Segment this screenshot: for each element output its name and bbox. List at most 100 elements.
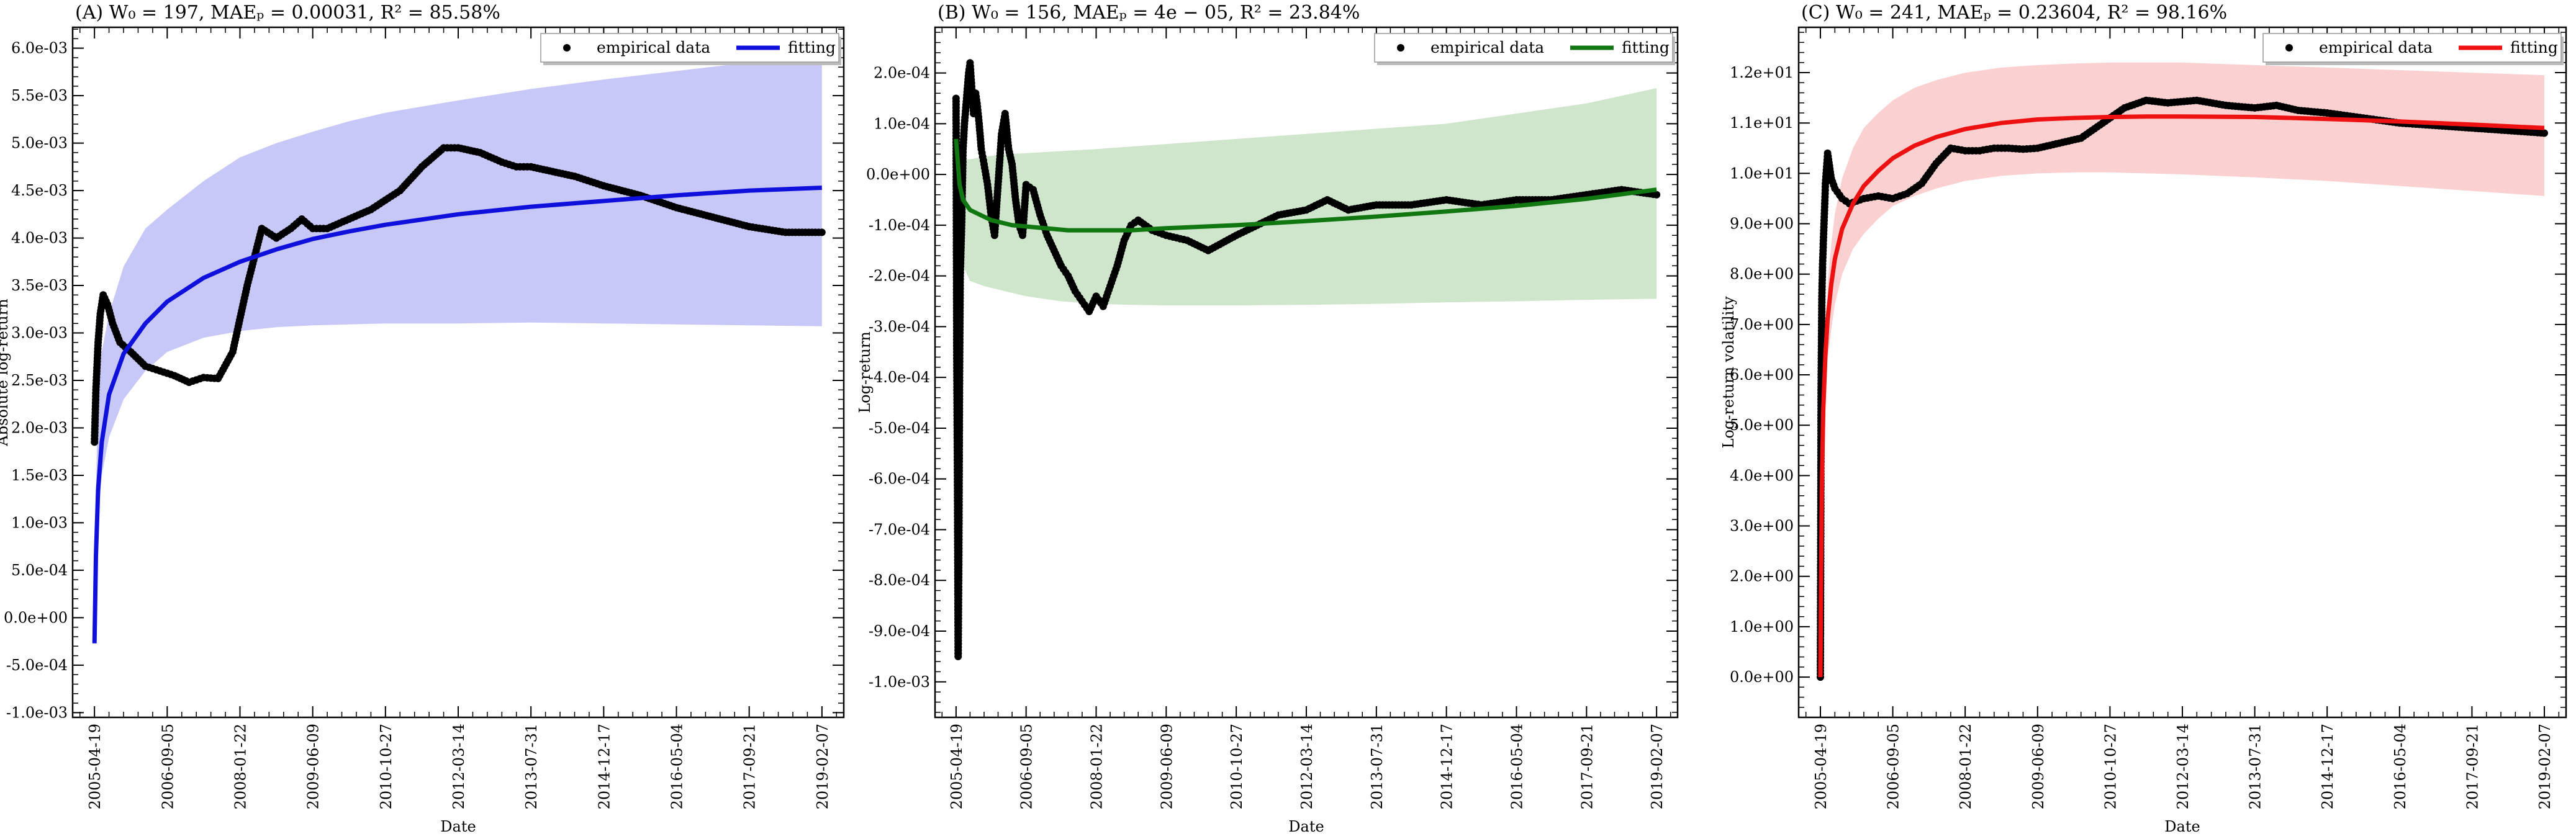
legend-label-empirical: empirical data [1430, 38, 1544, 56]
y-tick-label: 4.5e-03 [11, 182, 68, 199]
y-tick-label: 5.5e-03 [11, 87, 68, 104]
panel-a: -1.0e-03 -5.0e-04 0.0e+00 5.0e-04 1.0e-03 1.5… [0, 2, 845, 835]
y-tick-label: 0.0e+00 [866, 166, 930, 183]
y-tick-label: 6.0e-03 [11, 40, 68, 57]
y-tick-label: 0.0e+00 [1730, 668, 1794, 686]
y-tick-label: 1.5e-03 [11, 467, 68, 484]
x-tick-label: 2012-03-14 [2174, 724, 2192, 809]
legend-box [540, 33, 839, 63]
x-tick-label: 2005-04-19 [948, 724, 965, 809]
y-axis-label: Absolute log-return [0, 298, 11, 446]
legend-label-fitting: fitting [2510, 38, 2558, 56]
x-tick-label: 2008-01-22 [1088, 724, 1106, 809]
legend-label-fitting: fitting [1622, 38, 1670, 56]
y-tick-label: 1.0e-03 [11, 514, 68, 531]
x-tick-label: 2013-07-31 [523, 724, 540, 809]
legend: empirical data fitting [2262, 33, 2562, 63]
empirical-point [818, 228, 826, 236]
x-tick-label: 2010-10-27 [377, 724, 395, 809]
panel-b: -1.0e-03 -9.0e-04 -8.0e-04 -7.0e-04 -6.0e-04… [856, 2, 1679, 835]
y-tick-label: 2.0e-04 [874, 65, 930, 82]
y-tick-label: 2.5e-03 [11, 372, 68, 389]
legend-marker-empirical [563, 44, 571, 52]
x-tick-label: 2009-06-09 [1158, 724, 1175, 809]
y-tick-label: 0.0e+00 [4, 609, 68, 626]
y-tick-label: 1.2e+01 [1730, 64, 1794, 81]
y-tick-label: -7.0e-04 [869, 521, 930, 538]
legend-label-empirical: empirical data [2319, 38, 2433, 56]
x-tick-label: 2006-09-05 [1018, 724, 1036, 809]
y-tick-label: -1.0e-03 [6, 704, 68, 721]
x-tick-label: 2017-09-21 [741, 724, 759, 809]
y-tick-label: -5.0e-04 [869, 420, 930, 437]
y-tick-label: -6.0e-04 [869, 470, 930, 488]
legend-marker-empirical [1397, 44, 1404, 52]
x-tick-label: 2019-02-07 [1648, 724, 1666, 809]
x-tick-label: 2019-02-07 [814, 724, 831, 809]
y-tick-label: 7.0e+00 [1730, 316, 1794, 333]
x-tick-label: 2014-12-17 [595, 724, 613, 809]
legend-box [2262, 33, 2562, 63]
y-tick-label: 1.0e-04 [874, 115, 930, 132]
x-tick-label: 2019-02-07 [2536, 724, 2554, 809]
x-tick-label: 2017-09-21 [1578, 724, 1596, 809]
y-tick-label: 9.0e+00 [1730, 215, 1794, 233]
x-tick-label: 2006-09-05 [159, 724, 176, 809]
y-tick-label: -8.0e-04 [869, 572, 930, 589]
x-tick-label: 2014-12-17 [1439, 724, 1456, 809]
x-tick-label: 2008-01-22 [1957, 724, 1974, 809]
legend-label-fitting: fitting [788, 38, 836, 56]
y-tick-label: 8.0e+00 [1730, 266, 1794, 283]
y-tick-label: 3.5e-03 [11, 277, 68, 294]
legend-marker-empirical [2285, 44, 2293, 52]
empirical-point [2541, 129, 2548, 137]
legend: empirical data fitting [1374, 33, 1673, 63]
x-tick-label: 2013-07-31 [2247, 724, 2264, 809]
x-tick-label: 2010-10-27 [1228, 724, 1245, 809]
y-tick-label: 4.0e+00 [1730, 467, 1794, 484]
confidence-band [1827, 62, 2544, 360]
confidence-band [956, 88, 1657, 306]
x-tick-label: 2017-09-21 [2464, 724, 2481, 809]
y-tick-label: 1.0e+01 [1730, 164, 1794, 182]
x-tick-label: 2016-05-04 [1509, 724, 1526, 809]
y-tick-label: -9.0e-04 [869, 622, 930, 640]
x-axis-label: Date [2164, 818, 2200, 835]
x-tick-label: 2012-03-14 [1298, 724, 1316, 809]
y-tick-label: 3.0e+00 [1730, 518, 1794, 535]
x-tick-label: 2014-12-17 [2319, 724, 2336, 809]
y-tick-label: 5.0e-04 [11, 562, 68, 579]
y-tick-label: 5.0e-03 [11, 135, 68, 152]
y-tick-label: 5.0e+00 [1730, 416, 1794, 434]
x-tick-label: 2009-06-09 [305, 724, 322, 809]
x-tick-label: 2006-09-05 [1885, 724, 1902, 809]
x-axis-label: Date [1288, 818, 1324, 835]
x-tick-label: 2005-04-19 [1812, 724, 1830, 809]
y-tick-label: -3.0e-04 [869, 318, 930, 335]
empirical-point [1653, 191, 1661, 199]
x-tick-label: 2005-04-19 [86, 724, 104, 809]
y-tick-label: 1.1e+01 [1730, 114, 1794, 132]
legend: empirical data fitting [540, 33, 839, 63]
x-axis-label: Date [440, 818, 476, 835]
y-tick-label: 6.0e+00 [1730, 366, 1794, 384]
y-tick-label: -5.0e-04 [6, 657, 68, 674]
confidence-band [94, 55, 822, 644]
y-axis-label: Log-return [856, 331, 874, 413]
legend-label-empirical: empirical data [597, 38, 710, 56]
x-tick-label: 2010-10-27 [2102, 724, 2119, 809]
panel-c: 0.0e+00 1.0e+00 2.0e+00 3.0e+00 4.0e+00 5.0e+… [1720, 2, 2567, 835]
x-tick-label: 2009-06-09 [2030, 724, 2047, 809]
y-tick-label: -1.0e-03 [869, 673, 930, 691]
chart-title: (A) W₀ = 197, MAEₚ = 0.00031, R² = 85.58… [75, 2, 500, 24]
y-tick-label: 4.0e-03 [11, 230, 68, 247]
fitting-line [92, 186, 822, 644]
fitting-line [954, 138, 1657, 233]
legend-box [1374, 33, 1673, 63]
fitting-line [1818, 114, 2545, 678]
y-tick-label: 1.0e+00 [1730, 618, 1794, 635]
empirical-series [91, 144, 826, 446]
x-tick-label: 2008-01-22 [232, 724, 250, 809]
y-tick-label: -4.0e-04 [869, 369, 930, 386]
